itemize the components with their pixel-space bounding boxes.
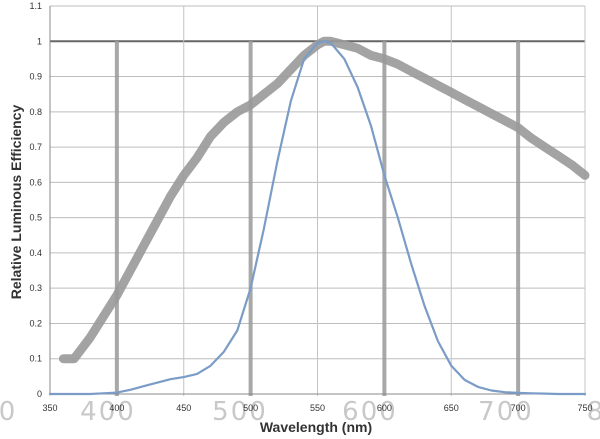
- series-line-blue: [48, 40, 587, 396]
- x-tick-label: 500: [243, 403, 258, 413]
- x-tick-label: 700: [511, 403, 526, 413]
- y-tick-label: 0.3: [29, 283, 42, 293]
- x-tick-label: 450: [176, 403, 191, 413]
- y-axis-title: Relative Luminous Efficiency: [8, 105, 24, 300]
- series-layer: [48, 36, 590, 396]
- background-scale-label: 400: [80, 397, 136, 427]
- x-tick-label: 600: [377, 403, 392, 413]
- background-scale-label: 500: [212, 397, 268, 427]
- background-scale-label: 700: [478, 397, 534, 427]
- background-scale-label: 0: [0, 397, 17, 427]
- x-tick-label: 400: [109, 403, 124, 413]
- background-scale-label: 8: [587, 397, 600, 427]
- y-tick-label: 0.6: [29, 177, 42, 187]
- x-tick-label: 550: [310, 403, 325, 413]
- x-tick-label: 750: [577, 403, 592, 413]
- background-scale-label: 600: [342, 397, 398, 427]
- y-tick-label: 1: [37, 36, 42, 46]
- x-axis-title: Wavelength (nm): [260, 419, 372, 435]
- tick-label-layer: 0 0.1 0.2 0.3 0.4 0.5 0.6 0.7 0.8 0.9 1 1.1 350 400 45…: [29, 1, 592, 413]
- grid-layer: [49, 5, 586, 396]
- y-tick-label: 0.1: [29, 354, 42, 364]
- y-tick-label: 0.8: [29, 107, 42, 117]
- y-tick-label: 0.9: [29, 72, 42, 82]
- y-tick-label: 1.1: [29, 1, 42, 11]
- y-tick-label: 0.4: [29, 248, 42, 258]
- series-line-grey: [58, 36, 590, 364]
- x-tick-label: 650: [444, 403, 459, 413]
- background-scale-layer: 0 400 500 600 700 8: [0, 397, 600, 427]
- y-tick-label: 0.7: [29, 142, 42, 152]
- x-tick-label: 350: [42, 403, 57, 413]
- y-tick-label: 0.2: [29, 318, 42, 328]
- y-tick-label: 0.5: [29, 213, 42, 223]
- y-tick-label: 0: [37, 389, 42, 399]
